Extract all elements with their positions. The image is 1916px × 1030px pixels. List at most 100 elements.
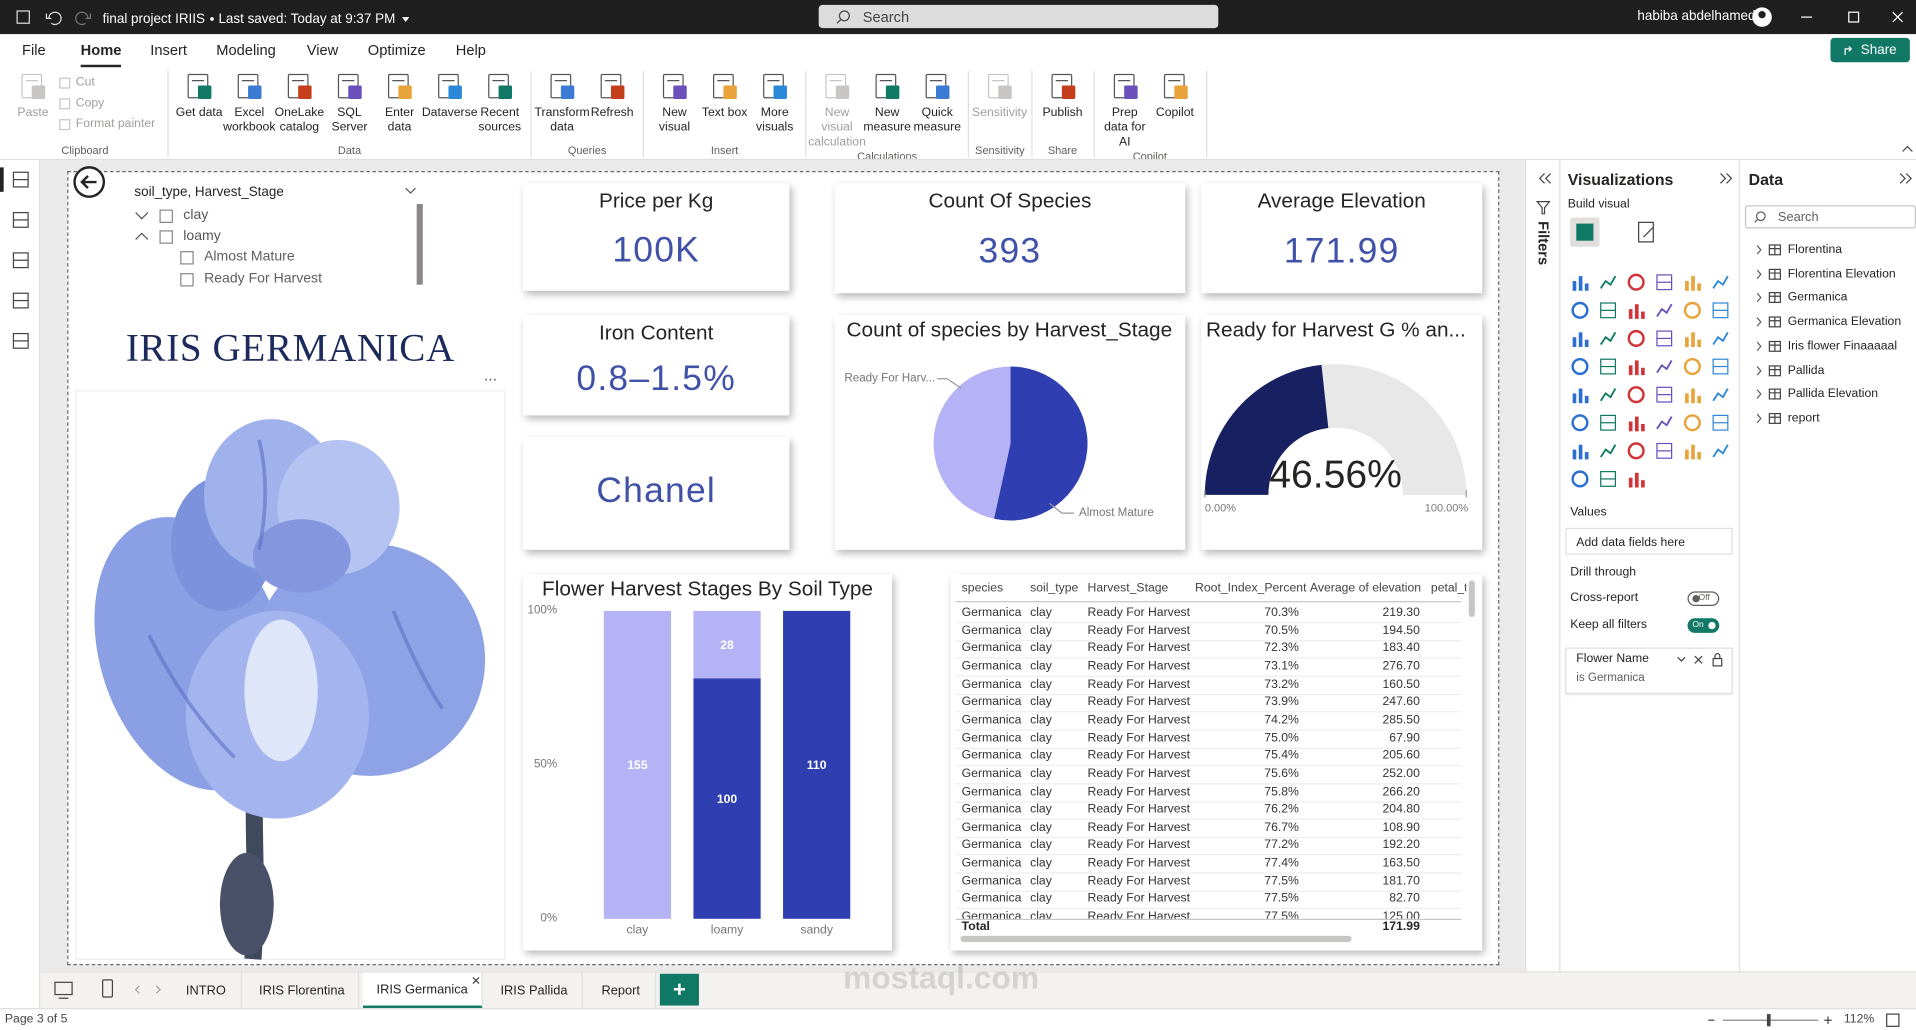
ribbon-button[interactable]: Copilot [1150, 71, 1199, 150]
visual-type-icon[interactable] [1712, 302, 1729, 319]
visual-type-icon[interactable] [1712, 275, 1729, 289]
ribbon-small-button[interactable]: Copy [59, 97, 162, 110]
values-well[interactable]: Add data fields here [1565, 527, 1733, 555]
page-tab[interactable]: INTRO [171, 972, 242, 1010]
add-page[interactable]: + [659, 973, 699, 1006]
toggle[interactable]: On [1687, 618, 1720, 633]
visual-type-icon[interactable] [1599, 275, 1617, 289]
visual-type-icon[interactable] [1627, 386, 1645, 404]
slicer-item[interactable]: Ready For Harvest [204, 271, 323, 287]
filters-pane[interactable]: Filters [1524, 160, 1560, 972]
visual-type-icon[interactable] [1656, 386, 1673, 403]
ribbon-button[interactable]: New visual calculation [808, 71, 866, 150]
ribbon-button[interactable]: Text box [700, 71, 749, 144]
h-scrollbar[interactable] [960, 935, 1352, 943]
visual-type-icon[interactable] [1685, 276, 1701, 291]
menu-tab[interactable]: Modeling [216, 41, 276, 59]
visual-type-icon[interactable] [1627, 329, 1645, 347]
visual-type-icon[interactable] [1683, 414, 1701, 432]
ribbon-button[interactable]: Publish [1038, 71, 1087, 144]
data-table[interactable]: report [1787, 411, 1820, 426]
visual-type-icon[interactable] [1656, 416, 1673, 430]
visual-type-icon[interactable] [1627, 273, 1645, 291]
ribbon-button[interactable]: Transform data [534, 71, 590, 144]
visual-type-icon[interactable] [1683, 301, 1701, 319]
ribbon-button[interactable]: OneLake catalog [275, 71, 324, 144]
caret[interactable] [402, 17, 410, 23]
visual-type-icon[interactable] [1599, 444, 1617, 458]
visual-type-icon[interactable] [1600, 471, 1617, 487]
menu-tab[interactable]: Insert [150, 41, 187, 59]
visual-type-icon[interactable] [1571, 357, 1589, 376]
data-search[interactable]: Search [1744, 205, 1916, 229]
ribbon-button[interactable]: New measure [863, 71, 912, 150]
search-box[interactable]: Search [818, 4, 1219, 29]
ribbon-button[interactable]: Paste [9, 71, 58, 144]
more-options[interactable]: ... [483, 365, 498, 385]
page-tab[interactable]: IRIS Florentina [246, 972, 360, 1010]
zoom-level[interactable]: 112% [1843, 1012, 1875, 1027]
page-tab[interactable]: IRIS Germanica [362, 972, 483, 1010]
visual-type-icon[interactable] [1628, 472, 1645, 488]
visual-type-icon[interactable] [1572, 276, 1589, 291]
ribbon-button[interactable]: Enter data [375, 71, 424, 144]
ribbon-small-button[interactable]: Format painter [59, 117, 162, 131]
visual-type-icon[interactable] [1600, 414, 1617, 431]
visual-type-icon[interactable] [1572, 332, 1589, 347]
data-table[interactable]: Florentina Elevation [1787, 267, 1896, 281]
visual-type-icon[interactable] [1656, 359, 1673, 374]
visual-type-icon[interactable] [1628, 360, 1645, 376]
visual-type-icon[interactable] [1600, 358, 1617, 375]
visual-type-icon[interactable] [1600, 302, 1617, 319]
visual-type-icon[interactable] [1656, 274, 1673, 291]
visual-type-icon[interactable] [1627, 442, 1645, 460]
page-tab[interactable]: IRIS Pallida [486, 972, 583, 1010]
visual-type-icon[interactable] [1628, 304, 1645, 319]
visual-type-icon[interactable] [1683, 357, 1701, 376]
menu-tab[interactable]: File [21, 41, 46, 59]
ribbon-small-button[interactable]: Cut [59, 76, 162, 89]
v-scrollbar[interactable] [1468, 580, 1475, 618]
ribbon-button[interactable]: Get data [175, 71, 224, 144]
menu-tab[interactable]: Help [455, 41, 486, 59]
visual-type-icon[interactable] [1712, 388, 1729, 402]
visual-type-icon[interactable] [1656, 303, 1673, 317]
data-table[interactable]: Germanica Elevation [1787, 315, 1902, 329]
menu-tab[interactable]: View [306, 41, 339, 59]
visual-type-icon[interactable] [1571, 414, 1589, 432]
ribbon-button[interactable]: Sensitivity [972, 71, 1027, 144]
visual-type-icon[interactable] [1572, 388, 1589, 404]
slicer-item[interactable]: clay [183, 208, 209, 223]
data-table[interactable]: Iris flower Finaaaaal [1787, 339, 1898, 353]
visual-type-icon[interactable] [1712, 358, 1729, 375]
page-tab[interactable]: Report [587, 972, 657, 1010]
slicer-item[interactable]: loamy [183, 228, 221, 244]
visual-type-icon[interactable] [1685, 332, 1701, 347]
data-table[interactable]: Pallida [1787, 363, 1825, 377]
ribbon-button[interactable]: Excel workbook [223, 71, 275, 144]
visual-type-icon[interactable] [1656, 442, 1673, 459]
visual-type-icon[interactable] [1712, 444, 1729, 458]
slicer-item[interactable]: Almost Mature [204, 249, 295, 265]
ribbon-button[interactable]: Dataverse [422, 71, 478, 144]
data-table[interactable]: Pallida Elevation [1787, 387, 1879, 401]
ribbon-button[interactable]: Refresh [588, 71, 637, 144]
data-table[interactable]: Florentina [1787, 243, 1843, 257]
visual-type-icon[interactable] [1685, 444, 1701, 460]
ribbon-button[interactable]: Recent sources [475, 71, 524, 144]
filter-card[interactable]: Flower Name is Germanica [1565, 647, 1733, 694]
visual-type-icon[interactable] [1599, 331, 1617, 346]
visual-type-icon[interactable] [1712, 331, 1729, 346]
menu-tab[interactable]: Optimize [367, 41, 426, 59]
ribbon-button[interactable]: More visuals [750, 71, 799, 144]
visual-type-icon[interactable] [1572, 444, 1589, 460]
filters-label[interactable]: Filters [1534, 221, 1552, 266]
visual-type-icon[interactable] [1628, 416, 1645, 432]
ribbon-button[interactable]: Prep data for AI [1100, 71, 1149, 150]
ribbon-button[interactable]: Quick measure [913, 71, 962, 150]
visual-type-icon[interactable] [1571, 470, 1589, 488]
visual-type-icon[interactable] [1656, 330, 1673, 347]
visual-type-icon[interactable] [1685, 388, 1701, 404]
menu-tab[interactable]: Home [80, 43, 122, 68]
toggle[interactable]: Off [1687, 591, 1720, 607]
